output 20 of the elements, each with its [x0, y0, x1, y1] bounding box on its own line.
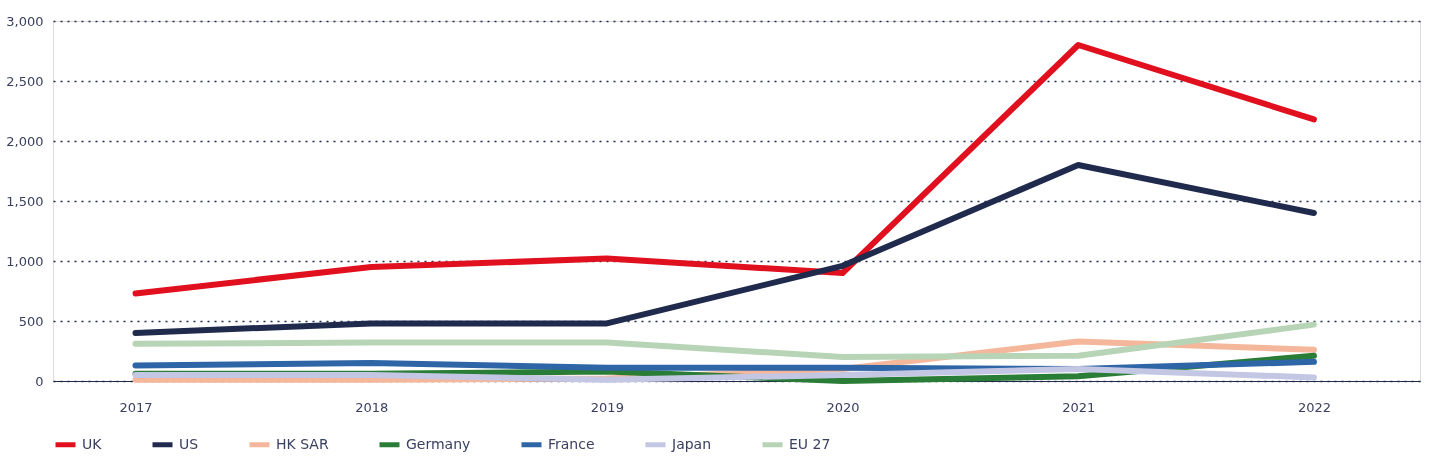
legend-label: Japan [671, 435, 712, 452]
y-tick-label: 500 [18, 313, 44, 329]
x-tick-label: 2019 [590, 399, 624, 415]
y-tick-label: 1,000 [6, 253, 44, 269]
x-tick-label: 2017 [119, 399, 153, 415]
legend-label: UK [82, 435, 103, 452]
legend-label: Germany [406, 435, 471, 452]
x-tick-label: 2020 [826, 399, 860, 415]
y-tick-label: 1,500 [6, 193, 44, 209]
legend-label: US [179, 435, 199, 452]
legend-label: HK SAR [276, 435, 329, 452]
legend-label: EU 27 [789, 435, 831, 452]
y-tick-label: 3,000 [6, 13, 44, 29]
y-tick-label: 2,000 [6, 133, 44, 149]
x-tick-label: 2018 [355, 399, 389, 415]
x-tick-label: 2022 [1297, 399, 1331, 415]
y-tick-label: 2,500 [6, 73, 44, 89]
y-tick-label: 0 [35, 373, 44, 389]
x-tick-label: 2021 [1062, 399, 1096, 415]
legend-label: France [548, 435, 595, 452]
